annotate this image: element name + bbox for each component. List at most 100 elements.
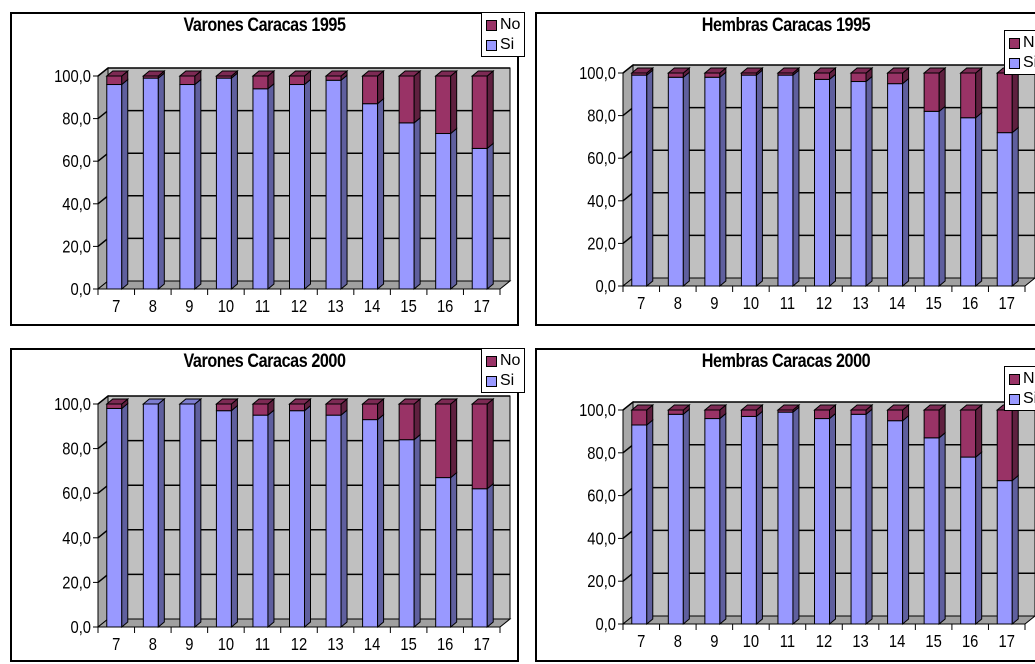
y-tick-label: 20,0 (587, 572, 616, 592)
x-tick-label: 17 (999, 632, 1015, 652)
bar-si (923, 110, 940, 287)
x-tick-label: 9 (710, 294, 718, 314)
gridline (622, 401, 1035, 411)
bar-no (996, 72, 1013, 134)
bar-si (740, 74, 757, 287)
bar-no (850, 409, 867, 415)
bar-si-side (413, 116, 421, 291)
bar-si-side (413, 433, 421, 629)
legend-item-no: No (486, 351, 520, 371)
x-tick-label: 11 (780, 294, 795, 314)
x-tick-label: 10 (743, 294, 759, 314)
bar-si (252, 414, 269, 628)
y-tick-label: 80,0 (62, 439, 91, 459)
legend-swatch-no (1009, 373, 1020, 385)
bar-si (887, 420, 904, 625)
bar-si-side (792, 406, 800, 626)
x-tick-label: 7 (637, 294, 645, 314)
x-tick-label: 7 (112, 635, 120, 655)
legend-item-no: No (1009, 369, 1035, 389)
chart-legend: No Si (1004, 30, 1035, 75)
bar-no-top (397, 398, 422, 405)
bar-si-side (1011, 474, 1019, 626)
bar-si-side (450, 127, 458, 291)
x-tick-label: 14 (889, 294, 905, 314)
bar-si-top (178, 398, 203, 405)
bar-si-side (719, 412, 727, 626)
bar-no-top (813, 404, 837, 411)
bar-no (179, 75, 196, 86)
bar-si (960, 456, 977, 625)
y-tick-label: 0,0 (71, 280, 91, 300)
chart-title: Hembras Caracas 2000 (701, 351, 871, 372)
x-tick-label: 16 (962, 632, 978, 652)
x-tick-label: 13 (327, 635, 343, 655)
bar-no (740, 409, 757, 417)
bar-no (471, 403, 488, 490)
bar-no (398, 75, 415, 124)
legend-swatch-no (486, 355, 497, 367)
bar-no (960, 409, 977, 458)
bar-si-side (975, 451, 983, 626)
bar-si-side (267, 409, 275, 629)
legend-item-si: Si (1009, 389, 1035, 409)
bar-si-side (829, 412, 836, 626)
x-tick-label: 10 (218, 297, 234, 317)
bar-si (704, 76, 721, 287)
bar-no-top (434, 398, 459, 405)
bar-no (850, 72, 867, 83)
legend-label-si: Si (1023, 390, 1035, 407)
bar-si-side (304, 78, 311, 291)
x-tick-label: 7 (637, 632, 645, 652)
x-tick-label: 12 (816, 294, 832, 314)
bar-si-side (755, 410, 763, 626)
legend-item-si: Si (486, 35, 520, 55)
x-tick-label: 11 (255, 297, 270, 317)
bar-no (106, 403, 123, 409)
bar-no-top (740, 404, 764, 411)
bar-si (667, 413, 684, 625)
y-tick-label: 40,0 (62, 528, 91, 548)
bar-si-side (450, 471, 458, 629)
bar-no-top (178, 70, 203, 77)
bar-si (996, 132, 1013, 287)
bar-no-top (288, 70, 312, 77)
bar-no-top (703, 67, 728, 74)
x-tick-label: 15 (925, 294, 941, 314)
legend-swatch-si (486, 39, 497, 51)
bar-si-side (230, 404, 238, 629)
bar-si (252, 88, 269, 290)
chart-plot: 0,0 20,0 40,0 60,0 80,0 100,0 7 8 9 10 11 12 13 14 15 1… (579, 64, 1035, 314)
y-tick-label: 0,0 (71, 618, 91, 638)
x-tick-label: 10 (743, 632, 759, 652)
bar-no-top (630, 404, 655, 411)
bar-si (289, 410, 305, 628)
bar-si (435, 477, 452, 628)
bar-si (471, 147, 488, 290)
bar-no-side (486, 69, 494, 150)
bar-no (887, 72, 904, 85)
x-tick-label: 12 (291, 297, 307, 317)
bar-si (106, 407, 123, 628)
bar-no (631, 409, 648, 426)
y-tick-label: 60,0 (587, 149, 616, 169)
chart-panel-varones-2000: Varones Caracas 2000 0,0 20,0 40,0 60,0 80,0… (10, 348, 526, 662)
x-tick-label: 10 (218, 635, 234, 655)
x-tick-label: 8 (149, 635, 157, 655)
chart-panel-hembras-1995: Hembras Caracas 1995 0,0 20,0 40,0 60,0 80,0… (535, 12, 1035, 326)
bar-no (887, 409, 904, 422)
x-tick-label: 8 (149, 297, 157, 317)
chart-legend: No Si (481, 348, 526, 393)
bar-no (996, 409, 1013, 482)
bar-si (923, 437, 940, 625)
bar-si (398, 122, 415, 290)
bar-si (215, 77, 232, 290)
legend-item-si: Si (486, 371, 520, 391)
bar-no (435, 75, 452, 135)
bar-no-top (470, 398, 495, 405)
bar-no-top (666, 404, 691, 411)
x-tick-label: 16 (437, 297, 453, 317)
y-tick-label: 80,0 (587, 443, 616, 463)
x-tick-label: 9 (710, 632, 718, 652)
bar-no-top (922, 404, 947, 411)
